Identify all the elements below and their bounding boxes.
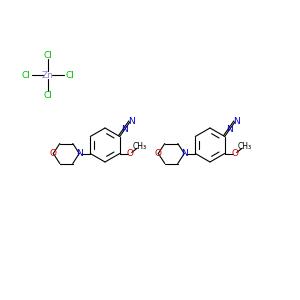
Text: N: N <box>128 117 134 126</box>
Text: Cl: Cl <box>44 50 52 59</box>
Text: Cl: Cl <box>44 91 52 100</box>
Text: Cl: Cl <box>22 70 30 80</box>
Text: O: O <box>50 149 57 158</box>
Text: Cl: Cl <box>66 70 74 80</box>
Text: O: O <box>126 149 133 158</box>
Text: CH₃: CH₃ <box>133 142 147 151</box>
Text: N: N <box>226 124 233 134</box>
Text: N: N <box>233 117 239 126</box>
Text: O: O <box>155 149 162 158</box>
Text: N: N <box>181 149 188 158</box>
Text: Zn: Zn <box>42 70 54 80</box>
Text: N: N <box>122 124 128 134</box>
Text: N: N <box>76 149 83 158</box>
Text: O: O <box>231 149 238 158</box>
Text: CH₃: CH₃ <box>238 142 252 151</box>
